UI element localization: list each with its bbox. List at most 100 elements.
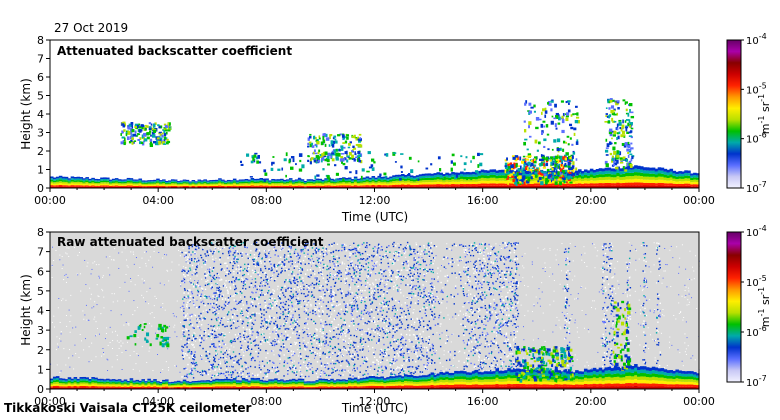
- heatmap-cell: [292, 353, 294, 355]
- heatmap-cell: [645, 179, 650, 183]
- heatmap-cell: [412, 177, 417, 180]
- heatmap-cell: [76, 273, 78, 275]
- heatmap-cell: [275, 369, 277, 371]
- heatmap-cell: [565, 100, 568, 104]
- heatmap-cell: [279, 291, 281, 293]
- heatmap-cell: [270, 277, 272, 279]
- heatmap-cell: [290, 343, 292, 346]
- heatmap-cell: [295, 333, 298, 336]
- heatmap-cell: [221, 184, 225, 186]
- heatmap-cell: [52, 186, 57, 188]
- heatmap-cell: [498, 180, 502, 184]
- heatmap-cell: [123, 129, 126, 132]
- heatmap-cell: [614, 162, 618, 166]
- heatmap-cell: [287, 373, 289, 375]
- heatmap-cell: [106, 179, 110, 181]
- heatmap-cell: [181, 251, 183, 254]
- heatmap-cell: [259, 274, 261, 276]
- heatmap-cell: [448, 184, 452, 187]
- heatmap-cell: [307, 364, 309, 366]
- heatmap-cell: [204, 294, 206, 296]
- heatmap-cell: [421, 178, 426, 181]
- heatmap-cell: [410, 286, 412, 288]
- heatmap-cell: [214, 250, 216, 252]
- heatmap-cell: [280, 181, 284, 183]
- heatmap-cell: [288, 186, 293, 188]
- heatmap-cell: [360, 264, 362, 266]
- heatmap-cell: [427, 244, 429, 246]
- heatmap-cell: [613, 168, 617, 172]
- y-tick-label: 0: [37, 182, 44, 195]
- heatmap-cell: [91, 268, 93, 270]
- heatmap-cell: [228, 351, 230, 353]
- heatmap-cell: [554, 123, 557, 128]
- heatmap-cell: [501, 172, 505, 176]
- heatmap-cell: [477, 178, 482, 182]
- heatmap-cell: [288, 182, 293, 185]
- heatmap-cell: [191, 334, 194, 337]
- heatmap-cell: [390, 296, 392, 298]
- heatmap-cell: [548, 185, 553, 188]
- heatmap-cell: [533, 185, 538, 188]
- heatmap-cell: [320, 373, 322, 376]
- heatmap-cell: [266, 324, 268, 326]
- heatmap-cell: [546, 348, 548, 350]
- heatmap-cell: [291, 181, 296, 183]
- heatmap-cell: [540, 181, 544, 186]
- heatmap-cell: [59, 321, 61, 323]
- heatmap-cell: [389, 317, 391, 319]
- heatmap-cell: [296, 265, 298, 267]
- heatmap-cell: [306, 181, 311, 184]
- heatmap-cell: [521, 171, 525, 174]
- heatmap-cell: [451, 172, 455, 175]
- heatmap-cell: [631, 179, 635, 183]
- heatmap-cell: [202, 290, 204, 292]
- heatmap-cell: [380, 181, 384, 184]
- heatmap-cell: [206, 181, 210, 183]
- heatmap-cell: [442, 186, 446, 188]
- heatmap-cell: [530, 162, 534, 167]
- heatmap-cell: [331, 143, 335, 148]
- heatmap-cell: [234, 280, 236, 283]
- heatmap-cell: [675, 183, 679, 187]
- heatmap-cell: [426, 324, 429, 326]
- heatmap-cell: [651, 179, 656, 183]
- heatmap-cell: [290, 282, 292, 285]
- heatmap-cell: [477, 185, 482, 188]
- heatmap-cell: [572, 365, 574, 367]
- heatmap-cell: [452, 316, 454, 318]
- heatmap-cell: [605, 107, 608, 109]
- heatmap-cell: [280, 289, 282, 291]
- heatmap-cell: [622, 119, 624, 124]
- heatmap-cell: [297, 179, 302, 182]
- heatmap-cell: [541, 131, 544, 135]
- heatmap-cell: [524, 158, 527, 163]
- heatmap-cell: [356, 310, 358, 313]
- heatmap-cell: [398, 274, 401, 276]
- heatmap-cell: [103, 185, 107, 187]
- heatmap-cell: [189, 268, 191, 270]
- heatmap-cell: [388, 300, 391, 303]
- heatmap-cell: [649, 309, 651, 311]
- heatmap-cell: [123, 141, 126, 146]
- heatmap-cell: [678, 181, 682, 184]
- heatmap-cell: [547, 174, 550, 179]
- heatmap-cell: [277, 181, 281, 184]
- heatmap-cell: [617, 100, 620, 103]
- heatmap-cell: [205, 360, 207, 362]
- heatmap-cell: [277, 370, 280, 372]
- heatmap-cell: [625, 158, 629, 162]
- heatmap-cell: [415, 368, 418, 370]
- heatmap-cell: [317, 259, 319, 261]
- heatmap-cell: [309, 298, 311, 300]
- heatmap-cell: [278, 264, 280, 266]
- heatmap-cell: [598, 185, 603, 188]
- heatmap-cell: [356, 368, 358, 370]
- y-tick-label: 3: [37, 127, 44, 140]
- heatmap-cell: [578, 336, 580, 338]
- heatmap-cell: [486, 178, 491, 181]
- heatmap-cell: [654, 180, 659, 184]
- heatmap-cell: [425, 337, 427, 339]
- heatmap-cell: [418, 299, 420, 301]
- heatmap-cell: [388, 354, 390, 357]
